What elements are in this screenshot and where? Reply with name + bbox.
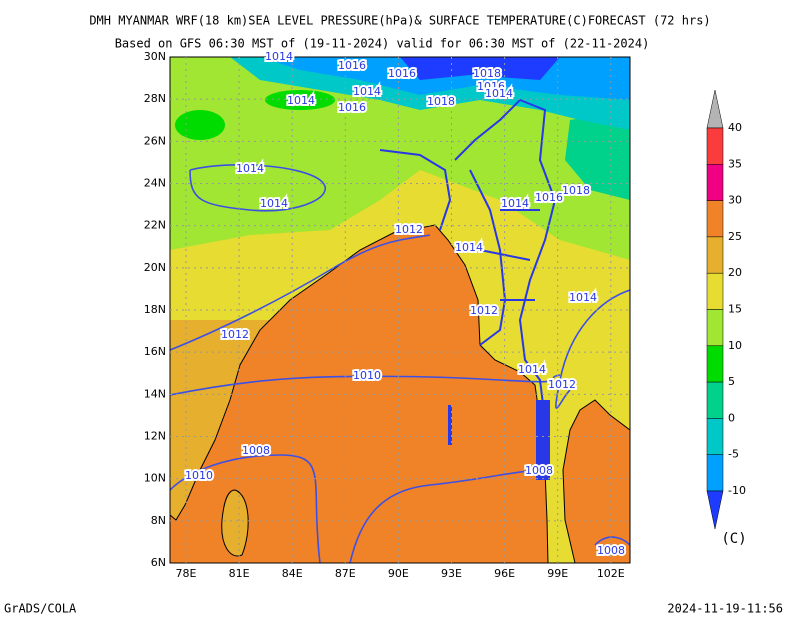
colorbar-segment: [706, 418, 724, 455]
contour-label: 1014: [236, 162, 264, 175]
contour-label: 1016: [388, 67, 416, 80]
contour-label: 1016: [477, 80, 505, 93]
colorbar-label: 15: [728, 303, 742, 316]
contour-label: 1014: [455, 241, 483, 254]
lat-label: 12N: [144, 430, 166, 443]
contour-label: 1010: [185, 469, 213, 482]
colorbar-segment: [706, 381, 724, 419]
contour-label: 1012: [221, 328, 249, 341]
lon-label: 102E: [597, 567, 625, 580]
colorbar-label: -10: [728, 484, 746, 497]
contour-label: 1014: [501, 197, 529, 210]
lon-label: 81E: [229, 567, 250, 580]
colorbar-segment: [706, 127, 724, 165]
contour-label: 1018: [427, 95, 455, 108]
contour-label: 1014: [265, 50, 293, 63]
colorbar-unit: (C): [721, 531, 746, 547]
lon-label: 93E: [441, 567, 462, 580]
contour-label: 1016: [338, 101, 366, 114]
colorbar-segment: [706, 200, 724, 238]
footer-left: GrADS/COLA: [4, 602, 77, 616]
colorbar-label: 5: [728, 375, 735, 388]
colorbar-arrow: [706, 490, 724, 530]
colorbar-label: -5: [728, 448, 739, 461]
colorbar-segment: [706, 309, 724, 347]
colorbar-arrow: [706, 89, 724, 129]
colorbar-segment: [706, 236, 724, 274]
contour-label: 1008: [242, 444, 270, 457]
lon-label: 87E: [335, 567, 356, 580]
colorbar-segment: [706, 272, 724, 310]
colorbar-label: 20: [728, 266, 742, 279]
colorbar-label: 30: [728, 194, 742, 207]
contour-label: 1016: [535, 191, 563, 204]
lat-label: 10N: [144, 472, 166, 485]
lon-label: 99E: [547, 567, 568, 580]
lat-label: 22N: [144, 219, 166, 232]
lon-label: 78E: [176, 567, 197, 580]
footer-right: 2024-11-19-11:56: [667, 602, 783, 616]
colorbar-label: 10: [728, 339, 742, 352]
lon-label: 96E: [494, 567, 515, 580]
lat-label: 28N: [144, 92, 166, 105]
title: DMH MYANMAR WRF(18 km)SEA LEVEL PRESSURE…: [89, 14, 710, 28]
lat-label: 30N: [144, 50, 166, 63]
contour-label: 1014: [353, 85, 381, 98]
colorbar-segment: [706, 164, 724, 201]
contour-label: 1014: [260, 197, 288, 210]
contour-label: 1012: [395, 223, 423, 236]
lon-label: 84E: [282, 567, 303, 580]
colorbar-label: 0: [728, 411, 735, 424]
lat-label: 20N: [144, 261, 166, 274]
contour-label: 1018: [473, 67, 501, 80]
contour-label: 1014: [485, 87, 513, 100]
lon-label: 90E: [388, 567, 409, 580]
contour-label: 1014: [518, 363, 546, 376]
contour-label: 1018: [562, 184, 590, 197]
contour-label: 1016: [338, 59, 366, 72]
colorbar-label: 25: [728, 230, 742, 243]
contour-label: 1012: [548, 378, 576, 391]
lat-label: 26N: [144, 134, 166, 147]
graticule: [170, 57, 630, 563]
subtitle: Based on GFS 06:30 MST of (19-11-2024) v…: [115, 37, 650, 51]
lat-label: 8N: [151, 514, 166, 527]
contour-label: 1014: [569, 291, 597, 304]
contour-label: 1012: [470, 304, 498, 317]
contour-label: 1008: [597, 544, 625, 557]
contour-label: 1008: [525, 464, 553, 477]
colorbar-segment: [706, 345, 724, 383]
labels: 30N 28N 26N 24N 22N 20N 18N 16N 14N 12N 10N 8N 6N 78E…: [144, 48, 627, 580]
colorbar-segment: [706, 454, 724, 492]
contour-label: 1010: [353, 369, 381, 382]
lat-label: 16N: [144, 345, 166, 358]
colorbar-label: 40: [728, 121, 742, 134]
lat-label: 18N: [144, 303, 166, 316]
islands: [448, 400, 550, 480]
lat-label: 14N: [144, 387, 166, 400]
lat-label: 24N: [144, 177, 166, 190]
lat-label: 6N: [151, 556, 166, 569]
colorbar-label: 35: [728, 157, 742, 170]
contour-label: 1014: [287, 94, 315, 107]
